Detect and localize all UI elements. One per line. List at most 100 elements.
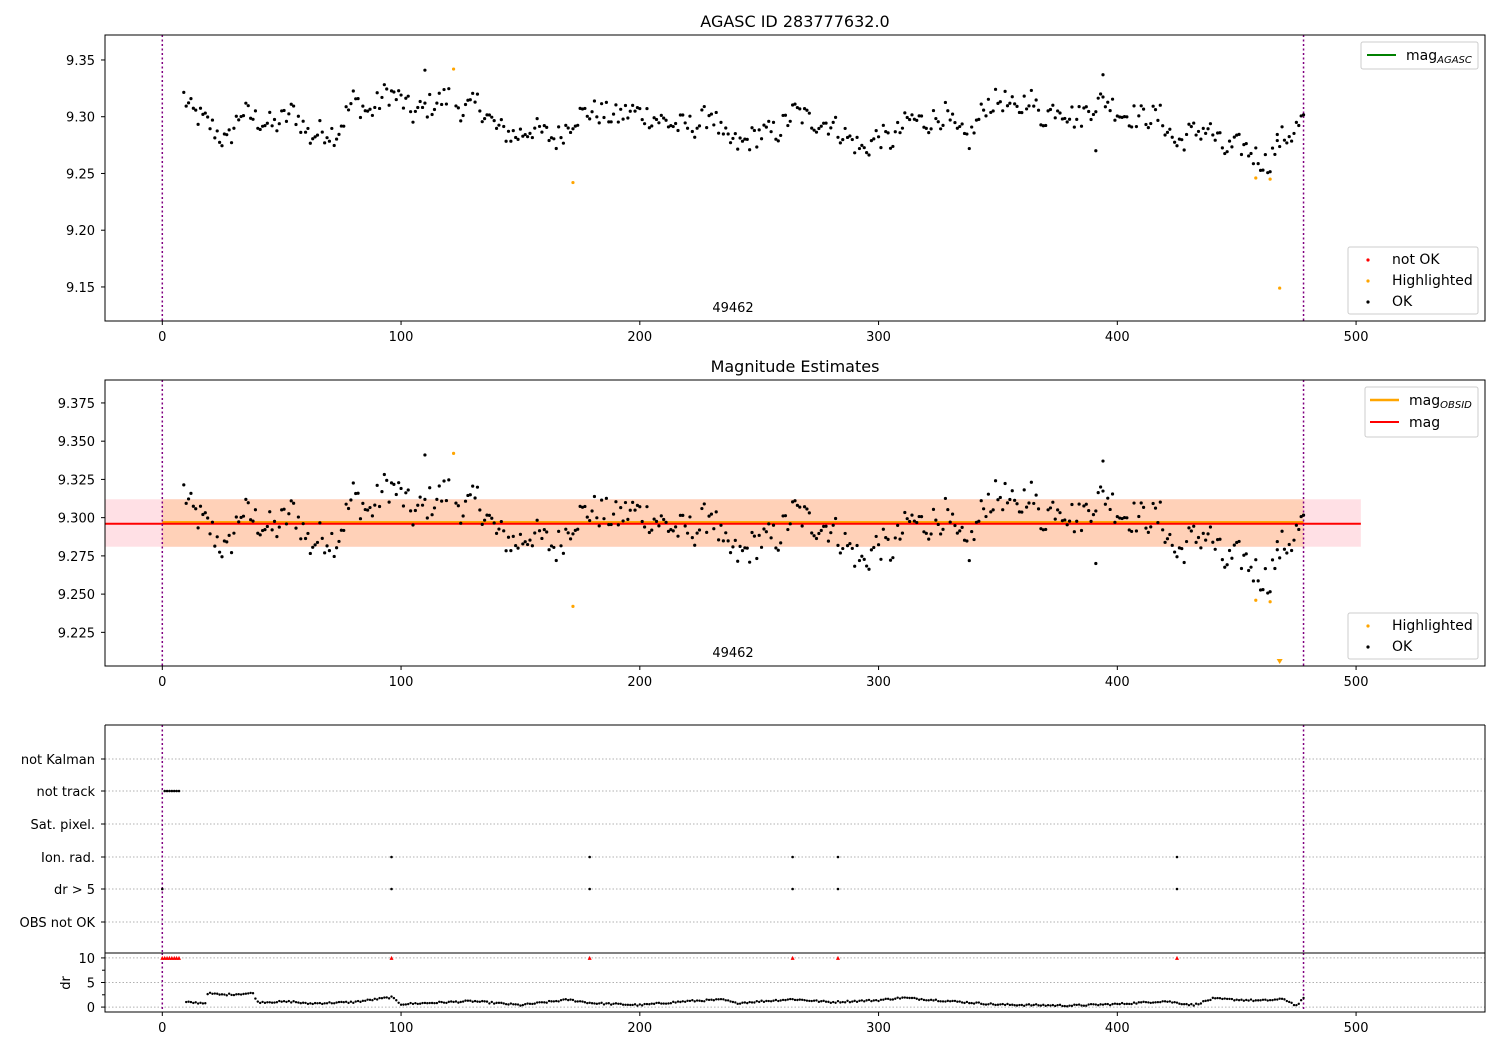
dr-point [891,998,895,1001]
ok-point [201,512,205,517]
dr-point [371,998,374,1002]
dr-point [660,1002,663,1005]
ok-point [1297,123,1301,128]
ok-point [218,140,222,144]
ok-point [865,151,869,155]
panel-1-title: AGASC ID 283777632.0 [700,12,889,31]
ok-point [1013,498,1017,502]
dr-point [786,998,790,1001]
ok-point [296,114,300,118]
ok-point [272,117,277,122]
ok-point [819,528,823,533]
dr-point [223,993,226,996]
ok-point [929,127,933,131]
ok-point [1189,125,1193,129]
ok-point [640,519,644,524]
ok-point [848,134,852,138]
ok-point [201,112,205,116]
dr-point [1221,997,1224,1001]
ok-point [1175,144,1179,148]
ok-point [327,549,332,553]
dr-point [925,999,928,1002]
ok-point [1235,540,1239,545]
ok-point [289,102,293,106]
ok-point [609,120,613,124]
ok-point [941,123,945,127]
ok-point [397,481,401,485]
ok-point [349,101,353,106]
ok-point [611,512,616,516]
ok-point [494,531,499,535]
ok-point [958,124,962,129]
ok-point [499,118,503,122]
ok-point [256,126,260,130]
dr-xtick-label: 100 [389,1021,414,1036]
ok-point [392,482,396,486]
dr-point [1168,1000,1172,1003]
ok-point [700,506,704,511]
highlighted-point [451,451,456,456]
dr-point [1247,999,1250,1002]
dr-point [1144,1000,1148,1004]
ok-point [795,503,799,507]
ok-point [485,513,489,517]
ok-point [989,110,993,115]
ok-point [380,490,384,494]
ok-point [444,102,449,106]
ok-point [1225,563,1229,567]
ok-point [810,126,814,130]
ok-point [1139,104,1143,108]
dr-point [1113,1002,1117,1005]
ok-point [1113,118,1117,122]
ok-point [1036,108,1041,112]
dr-point [500,1001,503,1005]
ok-point [728,141,733,145]
ok-point [984,514,988,519]
dr-clipped-marker [835,955,840,960]
ok-point [638,505,642,509]
ok-point [702,502,706,506]
ok-point [1017,510,1022,514]
ok-point [511,129,515,133]
ok-point [781,514,785,518]
ok-point [385,478,389,482]
ok-point [366,508,370,512]
ok-point [592,99,597,103]
dr-point [1204,999,1207,1003]
ok-point [1156,520,1160,525]
flag-point [836,887,840,891]
dr-point [863,1000,866,1003]
ok-point [860,143,864,147]
ok-point [671,529,675,533]
dr-point [741,1001,744,1004]
ok-point [872,545,876,550]
dr-point [1173,1001,1176,1004]
ok-point [924,126,928,130]
dr-point [812,999,816,1002]
dr-point [779,999,782,1002]
ok-point [955,531,959,535]
ok-point [1237,132,1241,136]
dr-point [1228,997,1231,1001]
ok-point [726,539,730,543]
dr-point [452,1000,455,1004]
ok-point [265,524,269,529]
ok-point [843,531,847,536]
ok-point [377,106,382,111]
ok-point [502,529,506,533]
ok-point [707,114,711,118]
panel-magnitude-estimates: Magnitude Estimates 9.225 9.250 9.275 9.300… [58,357,1486,690]
ok-point [996,498,1000,502]
dr-point [586,1001,589,1005]
ok-point [1094,110,1098,114]
dr-point [509,1002,513,1005]
dr-point [939,1000,942,1003]
ok-point [1005,104,1010,108]
ok-point [454,104,458,108]
dr-point [1285,999,1289,1003]
ok-point [492,521,496,525]
ok-point [280,109,284,113]
ok-point [432,506,437,510]
ok-point [370,514,375,518]
ok-point [891,556,895,560]
